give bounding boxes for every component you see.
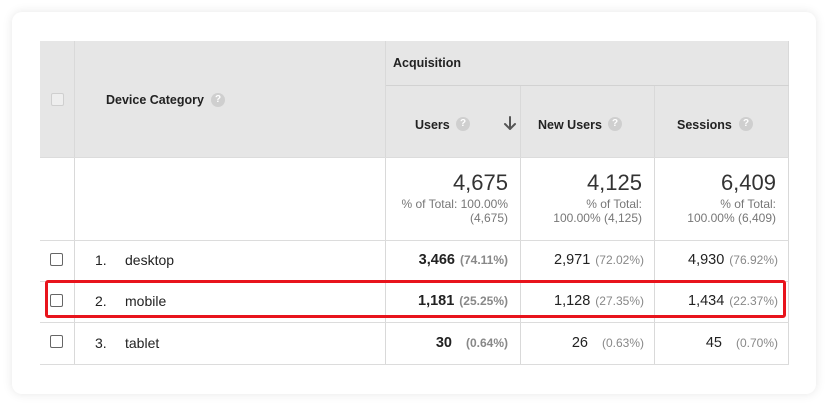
users-value: 3,466 (74.11%)	[419, 252, 508, 268]
sessions-total: 6,409	[720, 170, 776, 195]
device-link[interactable]: tablet	[125, 335, 160, 351]
select-all-checkbox[interactable]	[51, 93, 64, 106]
sessions-total-count: 100.00% (6,409)	[687, 211, 776, 225]
row-checkbox[interactable]	[50, 335, 63, 348]
divider	[40, 157, 789, 158]
users-total-percent: % of Total: 100.00%	[401, 197, 508, 211]
sessions-value: 45 (0.70%)	[706, 335, 778, 351]
users-value: 30 (0.64%)	[436, 335, 508, 351]
users-percent: (25.25%)	[459, 294, 508, 308]
divider	[385, 41, 386, 365]
new-users-total-percent: % of Total:	[586, 197, 642, 211]
sort-descending-icon[interactable]	[503, 116, 517, 132]
divider	[520, 86, 521, 365]
new-users-value: 2,971 (72.02%)	[554, 252, 644, 268]
sessions-total-percent: % of Total:	[720, 197, 776, 211]
row-number: 1.	[95, 252, 107, 268]
divider	[74, 41, 75, 365]
acquisition-group-header	[386, 41, 789, 85]
sessions-header-label[interactable]: Sessions	[677, 118, 732, 132]
users-percent: (74.11%)	[459, 253, 508, 267]
users-count: 30	[435, 335, 452, 351]
users-value: 1,181 (25.25%)	[418, 293, 508, 309]
sessions-value: 1,434 (22.37%)	[688, 293, 778, 309]
device-link[interactable]: desktop	[125, 252, 175, 268]
device-category-header	[75, 41, 385, 157]
new-users-count: 2,971	[554, 252, 591, 268]
help-icon[interactable]: ?	[739, 117, 753, 131]
row-number: 3.	[95, 335, 107, 351]
new-users-value: 26 (0.63%)	[572, 335, 644, 351]
help-icon[interactable]: ?	[456, 117, 470, 131]
divider	[654, 86, 655, 365]
new-users-count: 1,128	[554, 293, 591, 309]
users-count: 3,466	[418, 252, 455, 268]
new-users-total-count: 100.00% (4,125)	[553, 211, 642, 225]
sessions-count: 45	[705, 335, 722, 351]
divider	[40, 364, 789, 365]
sessions-percent: (76.92%)	[729, 253, 778, 267]
new-users-percent: (72.02%)	[595, 253, 644, 267]
users-total: 4,675	[452, 170, 508, 195]
row-highlight-box	[45, 280, 786, 318]
users-column-header[interactable]	[386, 86, 520, 157]
row-checkbox[interactable]	[50, 294, 63, 307]
device-link[interactable]: mobile	[125, 293, 167, 309]
users-header-label[interactable]: Users	[415, 118, 450, 132]
row-checkbox[interactable]	[50, 253, 63, 266]
new-users-column-header[interactable]	[521, 86, 654, 157]
help-icon[interactable]: ?	[211, 93, 225, 107]
new-users-percent: (0.63%)	[601, 336, 644, 350]
help-icon[interactable]: ?	[608, 117, 622, 131]
acquisition-label: Acquisition	[393, 56, 462, 70]
new-users-count: 26	[571, 335, 588, 351]
sessions-value: 4,930 (76.92%)	[688, 252, 778, 268]
divider	[40, 322, 789, 323]
new-users-header-label[interactable]: New Users	[538, 118, 602, 132]
divider	[788, 41, 789, 365]
sessions-percent: (22.37%)	[729, 294, 778, 308]
divider	[386, 85, 789, 86]
device-category-label: Device Category	[106, 93, 204, 107]
users-percent: (0.64%)	[465, 336, 508, 350]
new-users-percent: (27.35%)	[595, 294, 644, 308]
users-total-count: (4,675)	[469, 211, 508, 225]
new-users-total: 4,125	[586, 170, 642, 195]
row-number: 2.	[95, 293, 107, 309]
sessions-column-header[interactable]	[655, 86, 789, 157]
divider	[40, 240, 789, 241]
sessions-count: 1,434	[688, 293, 725, 309]
users-count: 1,181	[418, 293, 455, 309]
new-users-value: 1,128 (27.35%)	[554, 293, 644, 309]
sessions-count: 4,930	[688, 252, 725, 268]
sessions-percent: (0.70%)	[735, 336, 778, 350]
